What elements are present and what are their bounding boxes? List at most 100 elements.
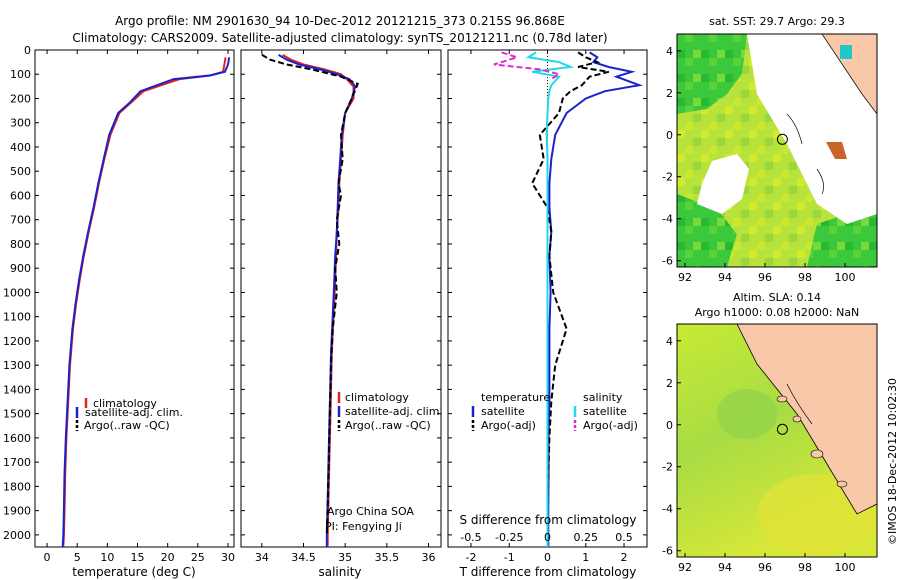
y-tick-label: 600 [10,189,31,202]
map-x-tick-label: 92 [678,271,692,284]
map-x-tick-label: 100 [835,271,856,284]
x2-tick-label: 0.5 [615,531,633,544]
legend-label-climatology: climatology [93,397,157,410]
difference-panel: -2 -1 0 1 2 T difference from climatology S … [447,49,648,579]
y-tick-label: 1700 [3,456,31,469]
temperature-x-label: temperature (deg C) [72,565,195,579]
legend-label-t-argo: Argo(-adj) [481,419,536,432]
y-tick-label: 400 [10,141,31,154]
sst-map-frame [676,33,878,268]
x-tick-label: 30 [221,551,235,564]
map-y-tick-label: 4 [666,45,673,58]
credit-line1: Argo China SOA [327,505,414,518]
sumatra-land [821,34,877,115]
sst-map-panel: sat. SST: 29.7 Argo: 29.3 [662,15,878,284]
sla-map-panel: Altim. SLA: 0.14 Argo h1000: 0.08 h2000:… [662,291,878,574]
legend-title-salinity: salinity [583,391,623,404]
difference-y-ticks [448,49,647,536]
y-tick-label: 700 [10,214,31,227]
sst-hot-pixel [840,45,852,59]
x-tick-label: 25 [191,551,205,564]
map-x-tick-label: 98 [798,561,812,574]
temperature-panel: 0100200300400500600700800900100011001200… [3,44,235,579]
map-y-tick-label: 0 [666,419,673,432]
figure-title-line2: Climatology: CARS2009. Satellite-adjuste… [72,31,607,45]
difference-x-ticks: -2 -1 0 1 2 [465,50,628,564]
sst-cool-region-south [677,194,737,267]
sst-warm-pixel [826,142,847,159]
legend-title-temperature: temperature [481,391,550,404]
x-tick-label: -2 [465,551,476,564]
legend-label-climatology: climatology [345,391,409,404]
map-x-tick-label: 98 [798,271,812,284]
sla-map-frame [676,323,878,558]
map-y-tick-label: -4 [662,503,673,516]
x-tick-label: -1 [504,551,515,564]
map-x-tick-label: 92 [678,561,692,574]
coastline [786,113,803,145]
temperature-legend: climatology satellite-adj. clim. Argo(..… [75,397,183,432]
map-x-tick-label: 94 [718,561,732,574]
series-line [531,51,609,547]
legend-label-satellite: satellite-adj. clim. [345,405,443,418]
island [792,415,802,423]
salinity-lines [261,53,359,547]
x-tick-label: 36 [422,551,436,564]
x2-tick-label: -0.5 [460,531,481,544]
y-tick-label: 900 [10,262,31,275]
map-y-tick-label: -4 [662,213,673,226]
x-tick-label: 35 [338,551,352,564]
temperature-axes-frame [34,49,235,548]
y-tick-label: 2000 [3,529,31,542]
difference-legend: temperature salinity satellite Argo(-adj… [471,391,638,432]
x2-tick-label: -0.25 [495,531,523,544]
legend-label-s-satellite: satellite [583,405,627,418]
y-tick-label: 1300 [3,359,31,372]
y-tick-label: 1400 [3,383,31,396]
salinity-x-ticks: 34 34.5 35 35.5 36 [255,50,436,564]
map-y-tick-label: -2 [662,461,673,474]
legend-label-s-argo: Argo(-adj) [583,419,638,432]
map-x-tick-label: 96 [758,271,772,284]
series-line [493,51,562,80]
sst-missing-coast [747,34,877,224]
legend-label-argo: Argo(..raw -QC) [84,419,170,432]
series-line [525,51,575,547]
salinity-panel: 34 34.5 35 35.5 36 salinity climatology sate… [240,49,443,579]
y-tick-label: 500 [10,165,31,178]
series-line [547,51,644,547]
argo-position-marker [776,423,788,435]
sla-map-ticks: 92 94 96 98 100 4 2 0 -2 -4 -6 [662,335,855,574]
map-y-tick-label: 2 [666,87,673,100]
x-tick-label: 1 [582,551,589,564]
temperature-x-ticks: 0 5 10 15 20 25 30 [44,50,235,564]
temperature-lines [61,57,231,548]
sst-map-ticks: 92 94 96 98 100 4 2 0 -2 -4 -6 [662,45,855,284]
salinity-legend: climatology satellite-adj. clim. Argo(..… [337,391,443,432]
y-tick-label: 200 [10,92,31,105]
argo-position-marker [776,133,788,145]
sla-map [677,324,877,557]
x-tick-label: 15 [131,551,145,564]
y-tick-label: 800 [10,238,31,251]
y-tick-label: 300 [10,117,31,130]
legend-label-t-satellite: satellite [481,405,525,418]
map-y-tick-label: -6 [662,545,673,558]
sst-map-title: sat. SST: 29.7 Argo: 29.3 [709,15,845,28]
sla-map-title: Altim. SLA: 0.14 [733,291,821,304]
salinity-axes-frame [240,49,442,548]
y-tick-label: 1600 [3,432,31,445]
island [836,480,848,488]
map-x-tick-label: 94 [718,271,732,284]
difference-x-label: T difference from climatology [459,565,637,579]
x-tick-label: 0 [544,551,551,564]
series-line [261,53,359,535]
salinity-y-ticks [241,49,441,536]
map-y-tick-label: -6 [662,255,673,268]
figure-title-line1: Argo profile: NM 2901630_94 10-Dec-2012 … [115,14,565,28]
y-tick-label: 0 [24,44,31,57]
difference-x2-ticks: -0.5 -0.25 0 0.25 0.5 [460,531,633,544]
coastline [786,383,813,425]
sst-missing-data [697,154,749,214]
